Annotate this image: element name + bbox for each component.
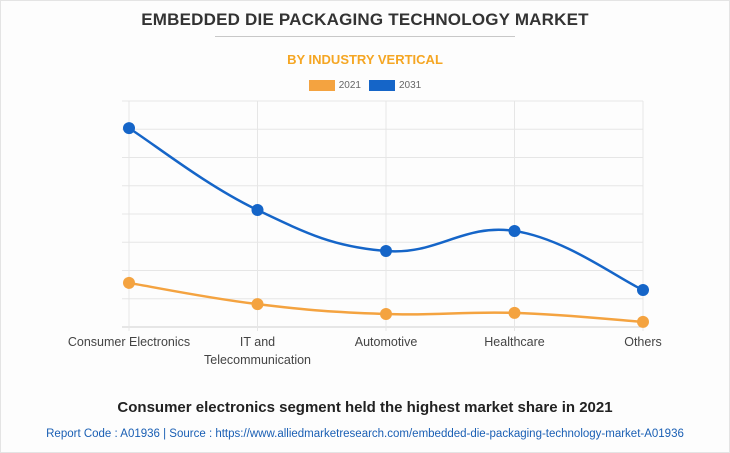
chart-title: EMBEDDED DIE PACKAGING TECHNOLOGY MARKET	[141, 10, 589, 29]
legend-swatch-2021	[308, 80, 335, 91]
data-point-2021	[251, 298, 264, 311]
legend-label-2021: 2021	[338, 80, 361, 91]
x-tick-label: Consumer Electronics	[68, 335, 190, 349]
chart-subtitle: BY INDUSTRY VERTICAL	[287, 52, 443, 67]
x-tick-label: Automotive	[355, 335, 418, 349]
title-divider	[215, 36, 515, 37]
x-tick-label: Healthcare	[484, 335, 544, 349]
legend-item-2021[interactable]: 2021	[308, 80, 361, 91]
data-point-2021	[380, 308, 392, 321]
legend-swatch-2031	[369, 80, 395, 91]
source-note: Report Code : A01936 | Source : https://…	[46, 428, 684, 440]
data-point-2031	[123, 122, 135, 135]
data-point-2021	[508, 306, 521, 319]
chart-caption: Consumer electronics segment held the hi…	[117, 399, 613, 416]
data-point-2031	[380, 245, 392, 258]
x-tick-label: IT and Telecommunication	[204, 335, 311, 367]
legend-item-2031[interactable]: 2031	[369, 80, 421, 91]
legend-label-2031: 2031	[399, 80, 422, 91]
data-point-2031	[508, 224, 521, 237]
data-point-2031	[251, 204, 264, 217]
data-point-2021	[123, 276, 135, 289]
x-tick-label: Others	[624, 335, 662, 349]
legend: 2021 2031	[0, 80, 730, 91]
data-point-2021	[637, 315, 649, 328]
data-point-2031	[637, 283, 649, 296]
